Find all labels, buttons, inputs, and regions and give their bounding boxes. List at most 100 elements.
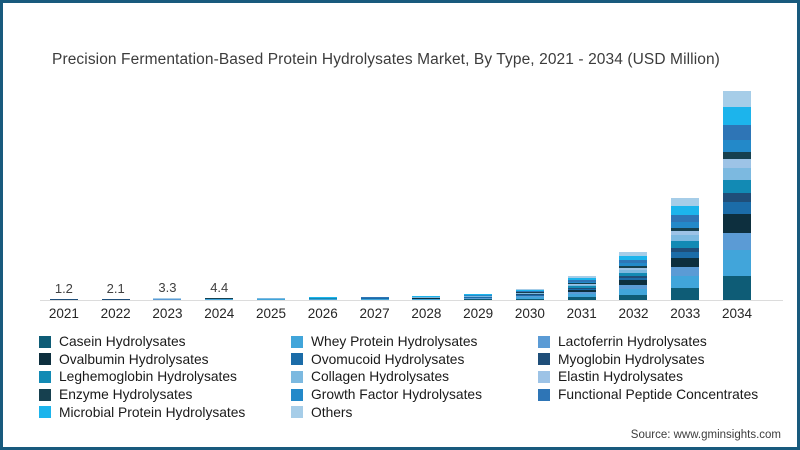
segment-lactoferrin-hydrolysates: [671, 267, 700, 276]
legend-swatch-ovalbumin-hydrolysates: [39, 353, 51, 366]
segment-myoglobin-hydrolysates: [619, 275, 648, 278]
legend-item-collagen-hydrolysates: Collagen Hydrolysates: [291, 368, 538, 386]
segment-casein-hydrolysates: [723, 275, 752, 300]
legend-label: Casein Hydrolysates: [59, 334, 186, 350]
legend-item-microbial-protein-hydrolysates: Microbial Protein Hydrolysates: [39, 403, 291, 421]
segment-microbial-protein-hydrolysates: [515, 289, 544, 291]
legend-swatch-elastin-hydrolysates: [538, 370, 550, 383]
segment-leghemoglobin-hydrolysates: [619, 272, 648, 276]
bar-group-2021: 1.2: [38, 282, 90, 300]
legend-item-functional-peptide-concentrates: Functional Peptide Concentrates: [538, 386, 785, 404]
bar-group-2025: [245, 297, 297, 300]
segment-others: [619, 252, 648, 256]
segment-lactoferrin-hydrolysates: [619, 284, 648, 289]
x-tick-2026: 2026: [307, 306, 338, 321]
bar-value-label: 2.1: [106, 280, 125, 296]
segment-growth-factor-hydrolysates: [515, 291, 544, 293]
segment-functional-peptide-concentrates: [515, 290, 544, 292]
legend-label: Functional Peptide Concentrates: [558, 387, 759, 403]
x-axis-line: [40, 300, 783, 301]
segment-whey-protein-hydrolysates: [671, 275, 700, 289]
segment-growth-factor-hydrolysates: [619, 263, 648, 267]
segment-ovalbumin-hydrolysates: [515, 295, 544, 297]
segment-leghemoglobin-hydrolysates: [515, 293, 544, 295]
legend-item-ovalbumin-hydrolysates: Ovalbumin Hydrolysates: [39, 351, 291, 369]
segment-elastin-hydrolysates: [723, 159, 752, 168]
segment-elastin-hydrolysates: [567, 283, 596, 285]
legend-swatch-collagen-hydrolysates: [291, 370, 303, 383]
x-tick-2023: 2023: [152, 306, 183, 321]
segment-ovalbumin-hydrolysates: [464, 297, 493, 299]
legend-item-casein-hydrolysates: Casein Hydrolysates: [39, 333, 291, 351]
legend-label: Elastin Hydrolysates: [558, 369, 683, 385]
segment-collagen-hydrolysates: [723, 167, 752, 180]
legend-item-others: Others: [291, 403, 538, 421]
segment-collagen-hydrolysates: [515, 293, 544, 294]
segment-ovomucoid-hydrolysates: [723, 201, 752, 215]
legend-item-myoglobin-hydrolysates: Myoglobin Hydrolysates: [538, 351, 785, 369]
legend-swatch-enzyme-hydrolysates: [39, 388, 51, 401]
legend-item-growth-factor-hydrolysates: Growth Factor Hydrolysates: [291, 386, 538, 404]
bar-2034: [723, 91, 752, 300]
bar-2026: [308, 297, 337, 300]
legend-label: Leghemoglobin Hydrolysates: [59, 369, 237, 385]
bar-2028: [412, 296, 441, 300]
bar-group-2029: [452, 294, 504, 300]
segment-enzyme-hydrolysates: [619, 266, 648, 268]
x-tick-2022: 2022: [100, 306, 131, 321]
segment-others: [567, 276, 596, 278]
bar-group-2023: 3.3: [142, 281, 194, 300]
legend-label: Lactoferrin Hydrolysates: [558, 334, 707, 350]
segment-whey-protein-hydrolysates: [619, 288, 648, 295]
segment-microbial-protein-hydrolysates: [567, 277, 596, 281]
x-tick-2030: 2030: [514, 306, 545, 321]
bar-group-2034: [711, 91, 763, 300]
segment-enzyme-hydrolysates: [723, 152, 752, 160]
legend-swatch-lactoferrin-hydrolysates: [538, 335, 550, 348]
segment-ovalbumin-hydrolysates: [567, 290, 596, 293]
legend-item-ovomucoid-hydrolysates: Ovomucoid Hydrolysates: [291, 351, 538, 369]
bar-2027: [360, 296, 389, 300]
segment-growth-factor-hydrolysates: [723, 140, 752, 153]
segment-casein-hydrolysates: [515, 298, 544, 300]
legend-swatch-myoglobin-hydrolysates: [538, 353, 550, 366]
plot-area: 1.2 2.1 3.3 4.4 2021 2022 2023 2024 2025 2026 202…: [38, 88, 783, 321]
bar-value-label: 1.2: [54, 281, 73, 296]
x-tick-2032: 2032: [618, 306, 649, 321]
bar-value-label: 4.4: [210, 279, 229, 295]
segment-myoglobin-hydrolysates: [723, 193, 752, 202]
segment-ovalbumin-hydrolysates: [723, 214, 752, 233]
segment-whey-protein-hydrolysates: [464, 298, 493, 300]
segment-myoglobin-hydrolysates: [671, 247, 700, 253]
bar-group-2026: [297, 297, 349, 300]
segment-ovalbumin-hydrolysates: [671, 258, 700, 268]
legend-item-leghemoglobin-hydrolysates: Leghemoglobin Hydrolysates: [39, 368, 291, 386]
segment-functional-peptide-concentrates: [671, 214, 700, 222]
legend-swatch-microbial-protein-hydrolysates: [39, 406, 51, 419]
legend-item-enzyme-hydrolysates: Enzyme Hydrolysates: [39, 386, 291, 404]
bar-2033: [671, 197, 700, 300]
legend-label: Others: [311, 404, 353, 420]
legend-label: Growth Factor Hydrolysates: [311, 387, 482, 403]
bar-group-2031: [556, 276, 608, 300]
segment-leghemoglobin-hydrolysates: [567, 286, 596, 288]
legend-swatch-leghemoglobin-hydrolysates: [39, 370, 51, 383]
segment-others: [515, 289, 544, 290]
bar-group-2024: 4.4: [193, 279, 245, 300]
bar-group-2032: [608, 252, 660, 300]
segment-casein-hydrolysates: [619, 294, 648, 300]
bar-group-2028: [400, 296, 452, 300]
bar-2022: [101, 298, 130, 300]
legend-label: Ovalbumin Hydrolysates: [59, 351, 209, 367]
legend-label: Enzyme Hydrolysates: [59, 387, 193, 403]
chart-title: Precision Fermentation-Based Protein Hyd…: [52, 51, 720, 68]
segment-functional-peptide-concentrates: [723, 125, 752, 141]
segment-functional-peptide-concentrates: [619, 260, 648, 264]
legend-label: Microbial Protein Hydrolysates: [59, 404, 246, 420]
x-tick-2033: 2033: [670, 306, 701, 321]
segment-lactoferrin-hydrolysates: [515, 296, 544, 298]
bar-2032: [619, 252, 648, 300]
bar-2025: [257, 297, 286, 300]
legend-item-elastin-hydrolysates: Elastin Hydrolysates: [538, 368, 785, 386]
segment-collagen-hydrolysates: [567, 284, 596, 287]
